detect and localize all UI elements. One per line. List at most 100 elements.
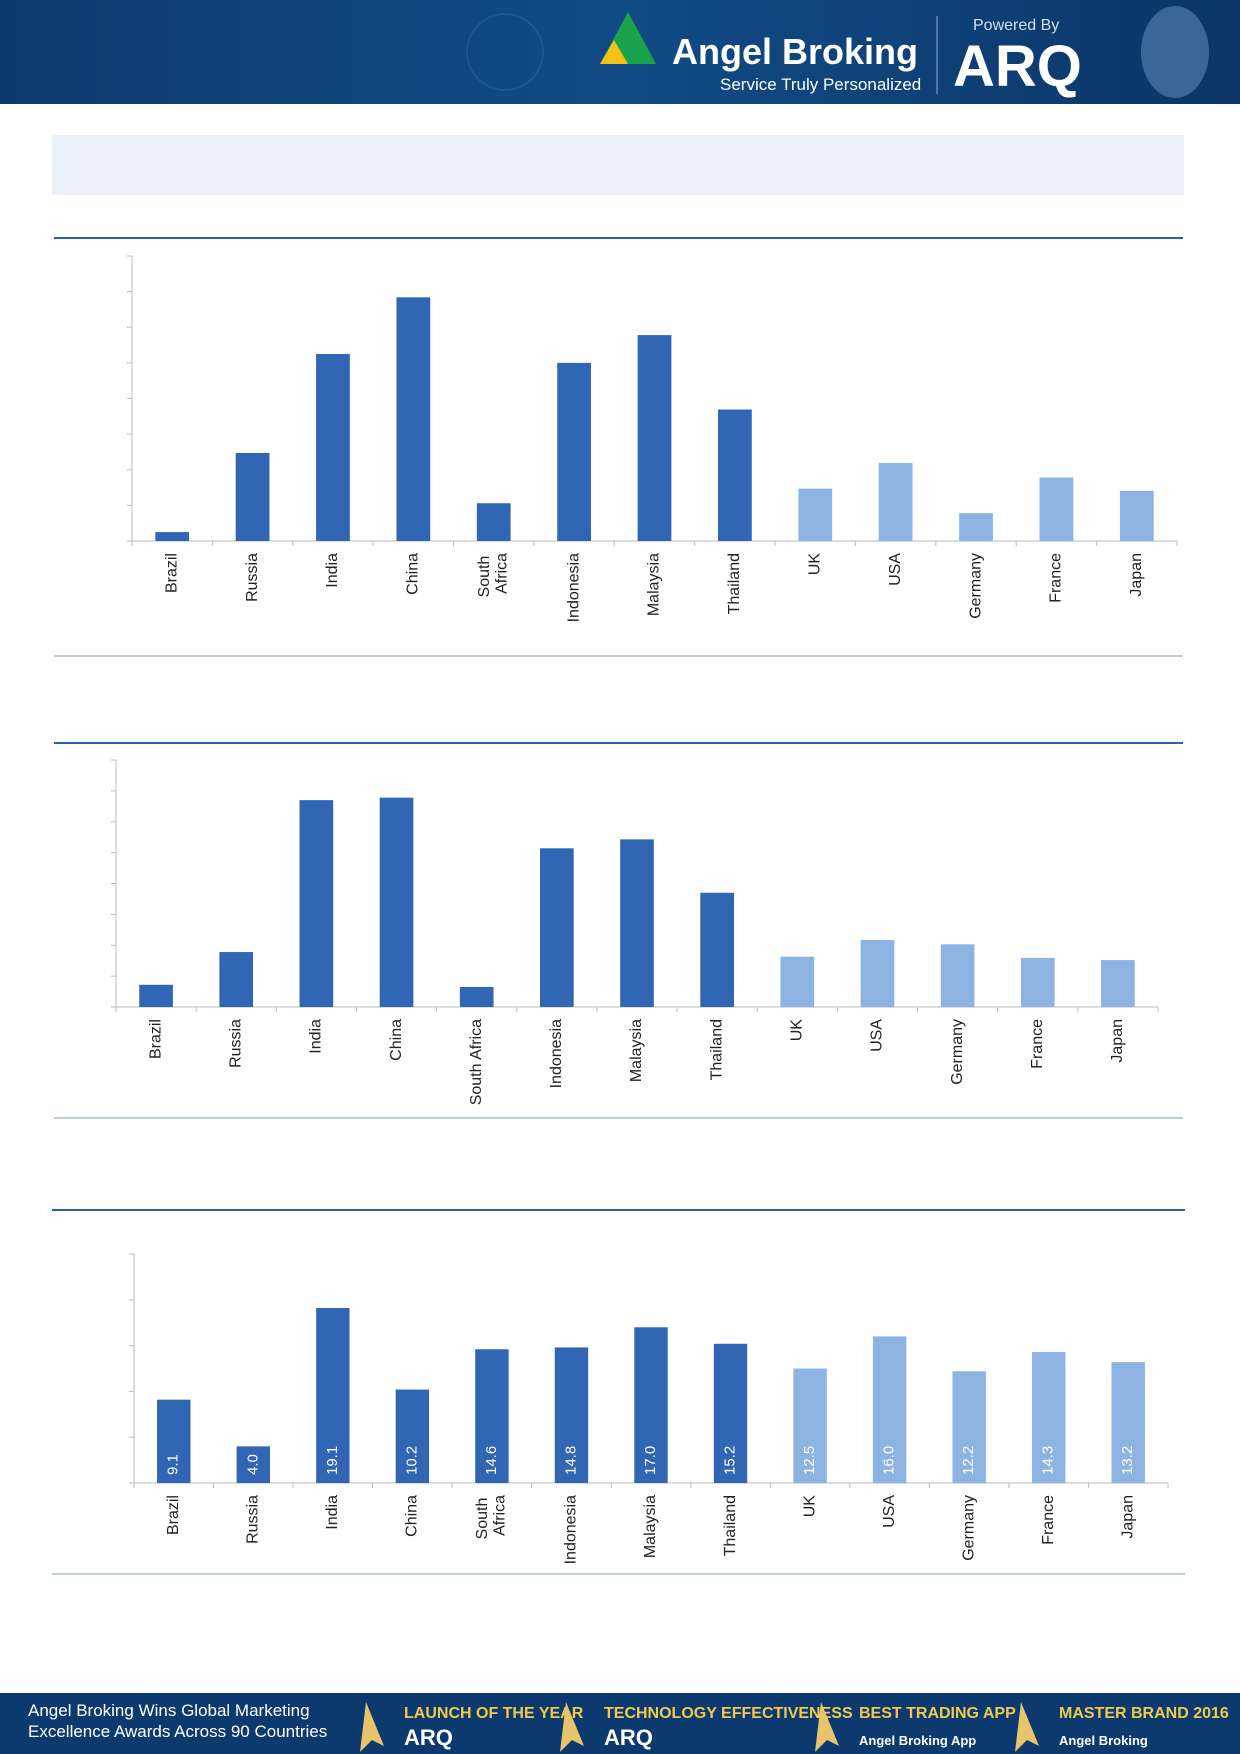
x-tick-label: USA — [881, 1495, 898, 1528]
bar — [219, 952, 254, 1007]
logo-mark — [600, 40, 628, 64]
bar — [540, 848, 574, 1007]
x-tick-label: Japan — [1109, 1019, 1126, 1063]
x-tick-label: India — [308, 1019, 325, 1054]
x-tick-label: Brazil — [163, 553, 180, 593]
footer-headline-box: Angel Broking Wins Global Marketing Exce… — [28, 1701, 328, 1741]
award-sub: Angel Broking — [1059, 1733, 1148, 1748]
x-tick-label: Indonesia — [565, 553, 582, 622]
x-tick-label: China — [405, 553, 422, 595]
bar — [959, 513, 993, 541]
bar — [139, 984, 173, 1007]
x-tick-label: Brazil — [165, 1495, 182, 1535]
bar — [1111, 1362, 1145, 1483]
bar — [379, 797, 414, 1007]
x-tick-label: Russia — [245, 1495, 262, 1544]
value-label: 14.6 — [483, 1446, 500, 1475]
award-title: BEST TRADING APP — [859, 1705, 1016, 1722]
x-tick-label: UK — [806, 553, 823, 576]
x-tick-label: Indonesia — [548, 1019, 565, 1088]
decor-head — [1141, 6, 1209, 98]
value-label: 12.5 — [801, 1446, 818, 1475]
x-tick-label: South Africa — [474, 1495, 509, 1540]
x-tick-label: South Africa — [476, 553, 511, 598]
value-label: 12.2 — [960, 1446, 977, 1475]
bar — [235, 453, 270, 541]
tagline: Service Truly Personalized — [720, 75, 921, 94]
value-label: 4.0 — [244, 1454, 261, 1475]
bar — [637, 335, 672, 541]
bar — [475, 1349, 509, 1483]
bar — [554, 1347, 589, 1483]
footer-headline: Angel Broking Wins Global Marketing Exce… — [28, 1701, 328, 1741]
bar — [316, 1308, 350, 1483]
award-title: LAUNCH OF THE YEAR — [404, 1705, 584, 1722]
x-tick-label: USA — [869, 1019, 886, 1052]
x-tick-label: Thailand — [722, 1495, 739, 1556]
award-sub: ARQ — [404, 1725, 453, 1750]
bar — [557, 362, 591, 541]
bar — [1031, 1352, 1066, 1483]
bar — [157, 1399, 191, 1483]
powered-by: Powered By — [973, 17, 1059, 34]
bar — [459, 986, 494, 1007]
bar — [872, 1336, 907, 1483]
value-label: 13.2 — [1119, 1446, 1136, 1475]
x-tick-label: Japan — [1128, 553, 1145, 597]
bar — [878, 462, 913, 541]
x-tick-label: Malaysia — [628, 1019, 645, 1082]
x-tick-label: UK — [801, 1495, 818, 1518]
x-tick-label: South Africa — [468, 1019, 485, 1105]
product: ARQ — [953, 34, 1082, 99]
x-tick-label: Thailand — [726, 553, 743, 614]
value-label: 15.2 — [722, 1446, 739, 1475]
x-tick-label: France — [1040, 1495, 1057, 1545]
award-icon — [560, 1702, 584, 1752]
x-tick-label: Malaysia — [646, 553, 663, 616]
bar — [798, 488, 833, 541]
bar — [634, 1327, 668, 1483]
award-icon — [1015, 1702, 1039, 1752]
bar — [316, 353, 350, 541]
value-label: 17.0 — [642, 1446, 659, 1475]
bar — [299, 800, 334, 1007]
bar — [395, 1389, 430, 1483]
panel — [52, 135, 1184, 195]
bar — [780, 956, 815, 1007]
value-label: 19.1 — [324, 1446, 341, 1475]
bar — [1020, 957, 1055, 1007]
x-tick-label: Indonesia — [563, 1495, 580, 1564]
x-tick-label: Germany — [949, 1019, 966, 1085]
x-tick-label: UK — [789, 1019, 806, 1042]
value-label: 9.1 — [165, 1454, 182, 1475]
award-icon — [815, 1702, 839, 1752]
x-tick-label: Germany — [967, 553, 984, 619]
x-tick-label: China — [404, 1495, 421, 1537]
x-tick-label: France — [1029, 1019, 1046, 1069]
bar — [1039, 477, 1074, 541]
x-tick-label: Russia — [227, 1019, 244, 1068]
bar — [860, 940, 895, 1007]
award-title: MASTER BRAND 2016 — [1059, 1705, 1229, 1722]
value-label: 14.8 — [562, 1446, 579, 1475]
bar — [620, 839, 654, 1007]
value-label: 16.0 — [881, 1446, 898, 1475]
bar — [940, 944, 975, 1007]
bar — [155, 532, 190, 541]
x-tick-label: India — [324, 553, 341, 588]
x-tick-label: Brazil — [147, 1019, 164, 1059]
award-sub: ARQ — [604, 1725, 653, 1750]
bar — [793, 1368, 827, 1483]
x-tick-label: USA — [887, 553, 904, 586]
bar — [718, 409, 752, 541]
x-tick-label: France — [1048, 553, 1065, 603]
award-title: TECHNOLOGY EFFECTIVENESS — [604, 1705, 853, 1722]
bar — [1119, 490, 1154, 541]
value-label: 10.2 — [403, 1446, 420, 1475]
x-tick-label: Russia — [244, 553, 261, 602]
value-label: 14.3 — [1040, 1446, 1057, 1475]
decor — [466, 13, 544, 91]
footer-banner — [0, 1693, 1240, 1754]
x-tick-label: China — [388, 1019, 405, 1061]
bar — [396, 297, 431, 541]
